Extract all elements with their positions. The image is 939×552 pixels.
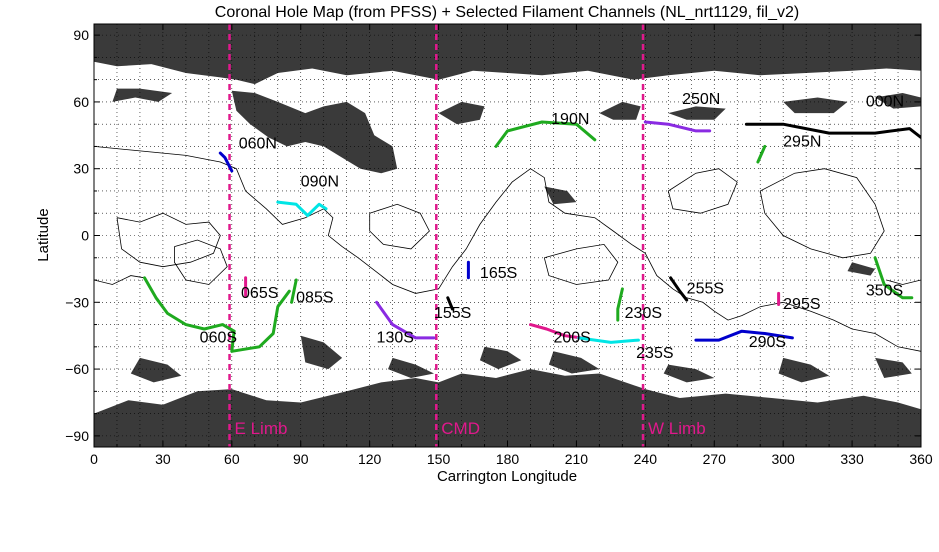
- x-tick-label: 270: [703, 451, 727, 467]
- filament-channel: [446, 296, 454, 311]
- x-tick-label: 180: [496, 451, 520, 467]
- x-tick-label: 240: [634, 451, 658, 467]
- neutral-line: [369, 203, 430, 250]
- filament-label: 090N: [301, 174, 339, 191]
- filament-channel: [494, 120, 597, 148]
- coronal-hole-patch: [231, 90, 398, 174]
- filament-channel: [756, 144, 767, 164]
- filament-label: 230S: [625, 305, 662, 322]
- y-tick-label: 30: [73, 161, 89, 177]
- y-tick-label: 0: [81, 228, 89, 244]
- filament-channel: [616, 287, 624, 322]
- filament-channel: [276, 200, 328, 217]
- coronal-hole-patch: [663, 364, 715, 383]
- filament-channel: [694, 329, 794, 342]
- limb-label: CMD: [441, 419, 480, 438]
- x-axis: 0 30 60 90 120 150 180 210 240 270 300 330 360: [90, 24, 933, 467]
- filament-channel: [375, 300, 436, 340]
- x-tick-label: 60: [224, 451, 240, 467]
- filament-label: 250N: [682, 91, 720, 108]
- coronal-hole-patch: [778, 357, 830, 383]
- y-axis-label: Latitude: [35, 208, 52, 261]
- neutral-line: [759, 168, 885, 259]
- filament-label: 165S: [480, 265, 517, 282]
- coronal-hole-patch: [875, 357, 912, 378]
- x-tick-label: 210: [565, 451, 589, 467]
- filament-label: 190N: [551, 111, 589, 128]
- neutral-line: [543, 243, 619, 285]
- filament-channel: [669, 276, 689, 302]
- filament-label: 000N: [866, 93, 904, 110]
- coronal-hole-patch: [479, 346, 522, 370]
- coronal-hole-patch: [548, 351, 600, 374]
- x-tick-label: 90: [293, 451, 309, 467]
- y-tick-label: −90: [65, 428, 89, 444]
- filament-label: 235S: [636, 345, 673, 362]
- limb-label: W Limb: [648, 419, 706, 438]
- y-axis: −90 −60 −30 0 30 60 90: [65, 27, 921, 444]
- coronal-hole-patch: [668, 106, 726, 120]
- x-tick-label: 360: [909, 451, 933, 467]
- grid-layer: [94, 24, 921, 447]
- filament-labels-layer: 000N 250N 190N 295N 060N 090N 165S 155S 130S 065S…: [200, 91, 904, 362]
- coronal-hole-patch: [847, 262, 876, 276]
- neutral-line: [94, 275, 145, 285]
- x-tick-label: 120: [358, 451, 382, 467]
- coronal-hole-patch: [112, 88, 173, 102]
- filament-channel: [873, 256, 914, 300]
- neutral-line: [667, 168, 738, 214]
- neutral-line: [116, 212, 221, 268]
- x-tick-label: 150: [427, 451, 451, 467]
- coronal-hole-patch: [388, 357, 434, 378]
- filament-channel: [230, 289, 291, 353]
- coronal-hole-patch: [300, 335, 343, 370]
- filament-label: 130S: [377, 329, 414, 346]
- y-tick-label: 90: [73, 27, 89, 43]
- coronal-hole-patch: [599, 101, 641, 120]
- neutral-line: [94, 146, 921, 352]
- x-tick-label: 0: [90, 451, 98, 467]
- coronal-hole-patch: [130, 357, 182, 383]
- filament-label: 060N: [239, 136, 277, 153]
- filament-channel: [143, 276, 236, 333]
- coronal-hole-patch: [783, 97, 848, 114]
- filament-channel: [529, 323, 583, 340]
- filament-label: 200S: [553, 329, 590, 346]
- y-tick-label: 60: [73, 94, 89, 110]
- filament-label: 065S: [241, 285, 278, 302]
- filament-label: 350S: [866, 283, 903, 300]
- coronal-hole-patch: [438, 101, 485, 125]
- x-tick-label: 30: [155, 451, 171, 467]
- filament-label: 085S: [296, 289, 333, 306]
- neutral-line: [173, 239, 228, 285]
- y-tick-label: −60: [65, 361, 89, 377]
- x-tick-label: 300: [771, 451, 795, 467]
- filament-channel: [643, 120, 712, 133]
- neutral-line: [886, 279, 921, 285]
- filament-label: 295N: [783, 133, 821, 150]
- limbs-layer: E Limb CMD W Limb: [228, 24, 706, 447]
- filament-label: 155S: [434, 305, 471, 322]
- filament-label: 290S: [749, 334, 786, 351]
- limb-label: E Limb: [235, 419, 288, 438]
- coronal-hole-patch: [544, 186, 577, 205]
- filament-label: 295S: [783, 296, 820, 313]
- neutral-lines-layer: [94, 146, 921, 352]
- filament-label: 255S: [687, 280, 724, 297]
- y-tick-label: −30: [65, 294, 89, 310]
- filament-channel: [218, 151, 234, 173]
- x-tick-label: 330: [840, 451, 864, 467]
- coronal-hole-north-polar: [94, 24, 921, 85]
- chart-title: Coronal Hole Map (from PFSS) + Selected …: [215, 4, 799, 21]
- filament-channel: [577, 336, 640, 344]
- x-axis-label: Carrington Longitude: [437, 468, 577, 485]
- filaments-layer: [143, 120, 921, 353]
- filament-label: 060S: [200, 329, 237, 346]
- filament-channel: [290, 278, 298, 304]
- filament-channel: [744, 122, 921, 139]
